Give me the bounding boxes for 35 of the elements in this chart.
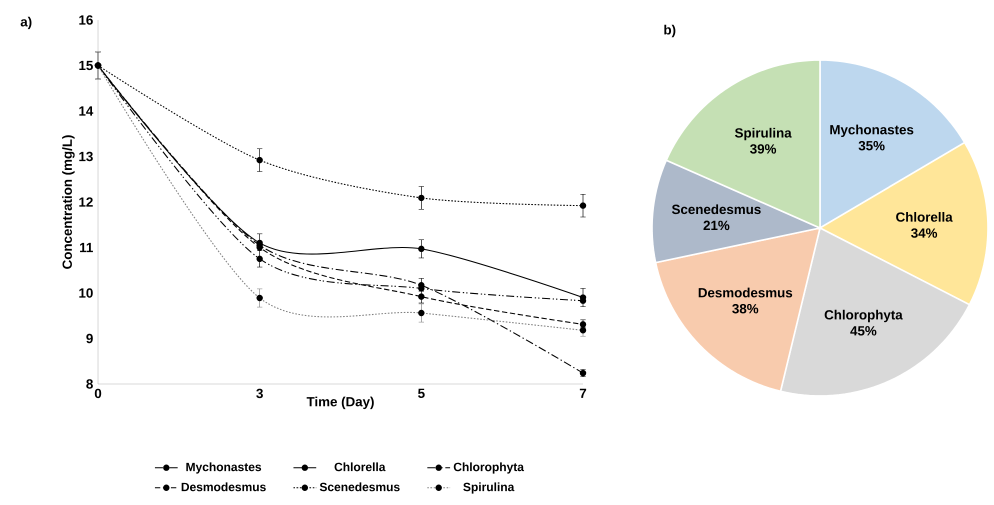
data-label: 34% [911,228,938,238]
y-tick-label: 14 [79,106,94,116]
x-tick-label: 3 [256,388,263,398]
y-tick-label: 10 [79,288,93,298]
legend-label: Chlorophyta [454,462,524,474]
data-label: 38% [732,304,758,314]
y-tick-label: 16 [79,15,93,25]
x-axis-title: Time (Day) [306,396,374,410]
data-label: 35% [858,140,885,150]
legend-label: Mychonastes [186,462,262,474]
legend-label: Spirulina [463,482,514,494]
slice-label: Spirulina [734,128,792,140]
y-tick-label: 15 [79,60,93,70]
x-tick-label: 5 [418,388,425,398]
legend-label: Chlorella [334,462,386,472]
slice-label: Mychonastes [830,124,914,138]
slice-label: Chlorophyta [824,310,903,322]
slice-label: Desmodesmus [698,288,792,298]
y-tick-label: 12 [79,197,93,207]
data-label: 39% [750,144,776,154]
y-tick-label: 8 [86,379,93,389]
slice-label: Scenedesmus [672,204,761,214]
x-tick-label: 7 [580,388,586,398]
y-axis-title: Concentration (mg/L) [62,135,75,269]
y-tick-label: 9 [86,334,93,344]
legend-label: Scenedesmus [320,482,400,492]
data-label: 21% [704,220,730,230]
slice-label: Chlorella [896,212,953,222]
legend-label: Desmodesmus [182,482,266,492]
chart-title: b) [664,24,676,38]
y-tick-label: 11 [80,242,93,252]
data-label: 45% [850,326,876,336]
chart-title: a) [20,16,32,30]
x-tick-label: 0 [94,388,102,398]
y-tick-label: 13 [79,152,93,162]
